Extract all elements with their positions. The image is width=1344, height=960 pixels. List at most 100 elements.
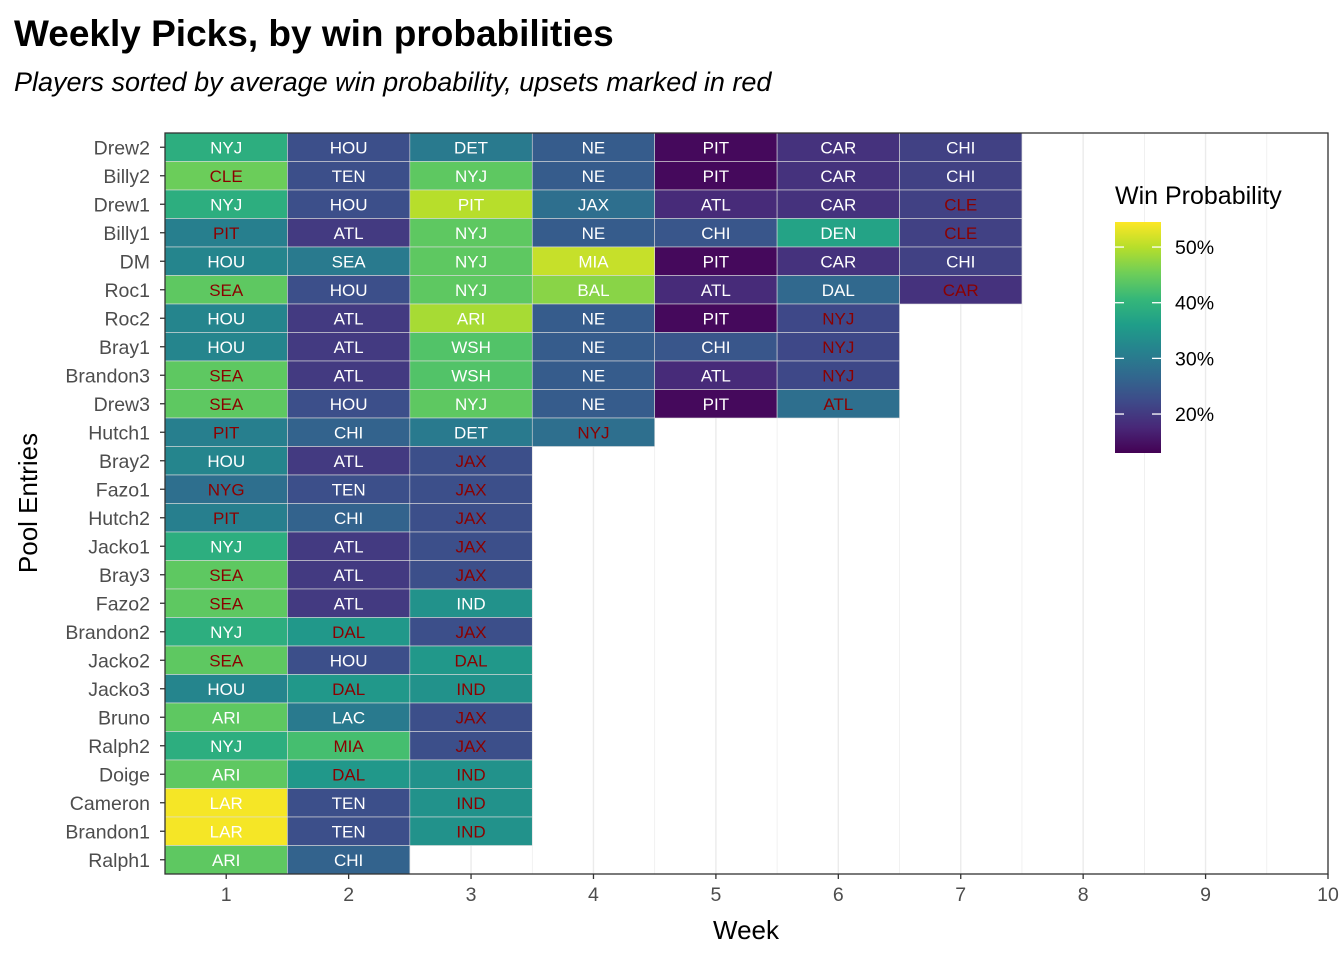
heatmap-cell [531,389,655,419]
cell-label: IND [456,594,485,613]
cell-label: CAR [820,167,856,186]
cell-label: IND [456,765,485,784]
cell-label: LAR [210,822,243,841]
cell-label: NYJ [210,537,242,556]
heatmap-cell [899,246,1023,276]
cell-label: NYJ [455,281,487,300]
heatmap-cell [409,218,533,248]
cell-label: ATL [334,309,364,328]
heatmap-cell [409,503,533,533]
legend-title: Win Probability [1115,182,1282,210]
heatmap-cell [409,474,533,504]
heatmap-cell [654,161,778,191]
x-tick-label: 9 [1200,884,1211,906]
cell-label: HOU [207,309,245,328]
cell-label: HOU [330,195,368,214]
x-tick-label: 1 [221,884,232,906]
heatmap-cell [287,303,411,333]
cell-label: TEN [332,167,366,186]
cell-label: NE [582,167,606,186]
y-tick-label: Billy1 [103,223,150,245]
heatmap-cell [164,816,288,846]
cell-label: ATL [701,195,731,214]
cell-label: NYJ [455,395,487,414]
cell-label: PIT [703,138,729,157]
heatmap-cell [287,617,411,647]
cell-label: CLE [944,224,977,243]
y-tick-label: Bray2 [99,451,150,473]
y-tick-label: Drew1 [94,194,150,216]
heatmap-cell [409,446,533,476]
heatmap-cell [654,275,778,305]
heatmap-cell [409,531,533,561]
cell-label: CHI [946,138,975,157]
cell-label: IND [456,794,485,813]
heatmap-cell [164,731,288,761]
heatmap-cell [899,132,1023,162]
y-tick-label: Brandon3 [65,365,150,387]
cell-label: ATL [334,366,364,385]
cell-label: NE [582,338,606,357]
heatmap-cell [287,788,411,818]
heatmap-cell [654,303,778,333]
heatmap-cell [899,218,1023,248]
cell-label: CAR [943,281,979,300]
cell-label: JAX [455,566,486,585]
heatmap-cell [287,560,411,590]
cell-label: NYJ [455,224,487,243]
heatmap-cell [409,816,533,846]
heatmap-cell [409,275,533,305]
cell-label: ATL [334,537,364,556]
cell-label: ARI [457,309,485,328]
cell-label: SEA [209,651,244,670]
heatmap-cell [409,389,533,419]
cell-label: ATL [334,594,364,613]
heatmap-cell [654,189,778,219]
cell-label: PIT [703,252,729,271]
cell-label: PIT [703,167,729,186]
y-tick-label: Hutch2 [88,508,150,530]
heatmap-cell [776,189,900,219]
cell-label: HOU [207,252,245,271]
legend: Win Probability 20% 30% 40% 50% [1115,182,1282,453]
heatmap-cell [776,303,900,333]
cell-label: DAL [332,680,365,699]
heatmap-cell [776,389,900,419]
heatmap-cell [531,275,655,305]
cell-label: JAX [455,509,486,528]
y-axis-title: Pool Entries [13,433,43,573]
heatmap-cell [287,189,411,219]
cell-label: NE [582,366,606,385]
cell-label: ATL [334,224,364,243]
cell-label: DAL [822,281,855,300]
cell-label: DAL [455,651,488,670]
heatmap-cell [287,816,411,846]
y-tick-label: Hutch1 [88,422,150,444]
cell-label: PIT [213,224,239,243]
y-tick-label: Roc2 [104,308,150,330]
cell-label: HOU [330,138,368,157]
cell-label: JAX [455,452,486,471]
cell-label: CAR [820,138,856,157]
cell-label: CHI [701,224,730,243]
heatmap-cell [164,560,288,590]
heatmap-cell [409,645,533,675]
heatmap-cell [531,360,655,390]
heatmap-cell [531,332,655,362]
heatmap-cell [899,275,1023,305]
heatmap-cell [776,275,900,305]
heatmap-cell [654,246,778,276]
cell-label: MIA [578,252,609,271]
y-tick-label: Cameron [70,793,150,815]
x-tick-label: 8 [1078,884,1089,906]
cell-label: ATL [701,366,731,385]
cell-label: JAX [455,480,486,499]
heatmap-cell [164,360,288,390]
y-tick-label: Billy2 [103,166,150,188]
y-tick-label: Drew2 [94,137,150,159]
y-tick-label: Jacko1 [88,536,150,558]
cell-label: HOU [330,651,368,670]
cell-label: HOU [330,281,368,300]
heatmap-cell [409,588,533,618]
heatmap-cell [164,389,288,419]
